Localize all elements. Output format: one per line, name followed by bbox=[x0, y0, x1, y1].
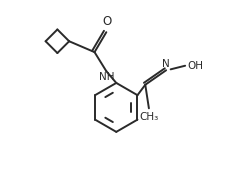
Text: OH: OH bbox=[188, 61, 204, 71]
Text: O: O bbox=[103, 15, 112, 28]
Text: CH₃: CH₃ bbox=[139, 112, 159, 122]
Text: NH: NH bbox=[99, 72, 115, 82]
Text: N: N bbox=[162, 59, 170, 69]
